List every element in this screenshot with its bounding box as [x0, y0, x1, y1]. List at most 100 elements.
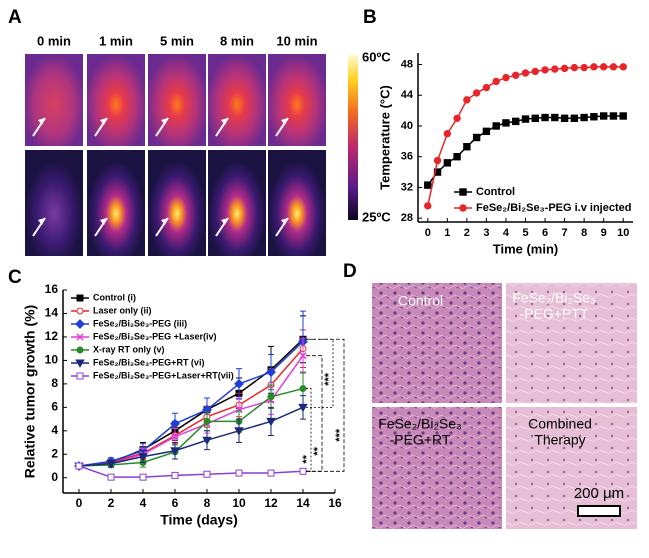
data-point — [521, 69, 530, 77]
data-point — [463, 143, 471, 151]
y-axis-title: Relative tumor growth (%) — [22, 305, 38, 478]
legend-marker — [76, 333, 84, 341]
legend-marker — [76, 372, 84, 380]
thermal-image — [148, 54, 206, 146]
series-line — [427, 115, 624, 186]
x-tick-label: 10 — [232, 496, 246, 510]
legend-label: FeSe₂/Bi₂Se₃-PEG (iii) — [93, 318, 187, 328]
histology-label: Combined — [528, 416, 592, 432]
thermal-image — [208, 54, 266, 146]
significance-label: ** — [301, 454, 313, 463]
histology-label: -PEG+PTT — [520, 306, 589, 322]
data-point — [482, 127, 491, 136]
significance-label: *** — [334, 428, 346, 442]
histology-label: Therapy — [534, 432, 585, 448]
data-point — [531, 114, 539, 122]
series-line — [78, 341, 304, 467]
data-point — [443, 129, 452, 138]
histology-image — [506, 283, 637, 403]
histology-label: Control — [398, 293, 443, 309]
data-point — [482, 83, 491, 92]
histology-image — [372, 283, 502, 403]
legend-marker — [76, 307, 84, 315]
x-tick-label: 4 — [503, 227, 510, 239]
colorbar-max: 60ºC — [362, 49, 391, 64]
panel-label: B — [363, 7, 377, 28]
panel-label: D — [343, 261, 357, 282]
x-tick-label: 8 — [204, 496, 211, 510]
thermal-image — [87, 54, 145, 146]
data-point — [512, 117, 520, 126]
x-tick-label: 9 — [601, 227, 607, 239]
x-tick-label: 8 — [581, 227, 587, 239]
arrowhead — [281, 118, 288, 125]
data-point — [599, 112, 608, 120]
x-tick-label: 0 — [425, 227, 431, 239]
data-point — [235, 406, 243, 414]
data-point — [551, 65, 559, 73]
legend-marker — [459, 188, 467, 196]
series-line — [78, 387, 304, 467]
significance-bracket — [306, 338, 345, 472]
x-tick-label: 10 — [617, 227, 629, 239]
time-label: 0 min — [37, 33, 71, 48]
data-point — [560, 64, 569, 73]
x-tick-label: 6 — [172, 496, 179, 510]
arrowhead — [161, 118, 168, 125]
data-point — [619, 112, 627, 120]
x-tick-label: 2 — [464, 227, 470, 239]
data-point — [299, 385, 307, 393]
y-tick-label: 12 — [45, 329, 59, 343]
data-point — [203, 417, 211, 425]
histology-label: -PEG+RT — [390, 432, 451, 448]
arrowhead — [161, 218, 168, 225]
legend-label: FeSe₂/Bi₂Se₃-PEG +Laser(iv) — [93, 331, 216, 341]
data-point — [139, 473, 147, 481]
legend-label: Control (i) — [93, 292, 136, 302]
legend-marker — [459, 204, 467, 212]
legend-marker — [76, 346, 84, 354]
data-point — [512, 71, 520, 79]
panel-label: C — [8, 267, 22, 288]
time-label: 5 min — [160, 33, 194, 48]
data-point — [424, 181, 432, 189]
arrowhead — [100, 218, 107, 225]
colorbar-min: 25ºC — [362, 209, 391, 224]
arrowhead — [221, 218, 228, 225]
series-line — [78, 406, 304, 467]
arrowhead — [221, 118, 228, 125]
data-point — [171, 471, 179, 479]
y-tick-label: 32 — [401, 181, 413, 193]
x-tick-label: 2 — [108, 496, 115, 510]
data-point — [472, 89, 481, 97]
x-tick-label: 12 — [264, 496, 278, 510]
y-tick-label: 16 — [45, 282, 59, 296]
legend-label: Control — [476, 186, 515, 198]
y-tick-label: 36 — [401, 151, 413, 163]
data-point — [266, 367, 276, 378]
y-tick-label: 14 — [45, 306, 59, 320]
data-point — [170, 447, 180, 456]
x-tick-label: 1 — [444, 227, 450, 239]
data-point — [106, 460, 116, 469]
y-tick-label: 28 — [401, 212, 413, 224]
data-point — [299, 467, 307, 475]
data-point — [267, 393, 275, 401]
data-point — [267, 469, 275, 477]
data-point — [492, 77, 500, 86]
data-point — [234, 427, 244, 436]
data-point — [443, 159, 452, 167]
y-tick-label: 8 — [51, 376, 58, 390]
y-tick-label: 10 — [45, 353, 59, 367]
data-point — [502, 73, 510, 82]
data-point — [472, 133, 481, 142]
data-point — [234, 378, 244, 389]
data-point — [580, 63, 588, 72]
scale-bar — [577, 505, 621, 517]
x-tick-label: 3 — [483, 227, 489, 239]
legend-marker — [75, 319, 85, 329]
data-point — [541, 66, 549, 74]
legend-label: Laser only (ii) — [93, 305, 152, 315]
y-tick-label: 0 — [51, 470, 58, 484]
